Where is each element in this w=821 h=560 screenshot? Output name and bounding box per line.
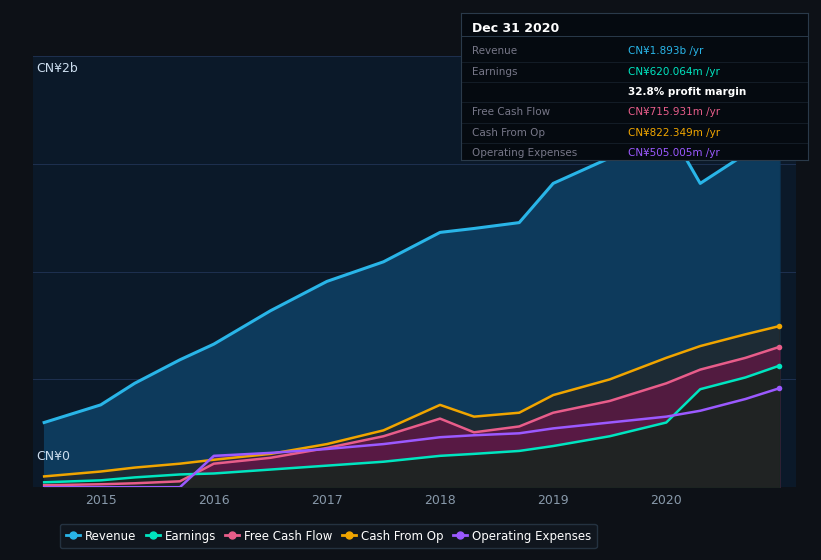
Text: CN¥2b: CN¥2b — [37, 63, 79, 76]
Text: Revenue: Revenue — [472, 46, 517, 56]
Text: Earnings: Earnings — [472, 67, 517, 77]
Text: CN¥620.064m /yr: CN¥620.064m /yr — [628, 67, 719, 77]
Text: CN¥715.931m /yr: CN¥715.931m /yr — [628, 108, 720, 117]
Text: Dec 31 2020: Dec 31 2020 — [472, 22, 559, 35]
Text: CN¥0: CN¥0 — [37, 450, 71, 464]
Text: CN¥1.893b /yr: CN¥1.893b /yr — [628, 46, 703, 56]
Text: CN¥505.005m /yr: CN¥505.005m /yr — [628, 148, 719, 158]
Text: Cash From Op: Cash From Op — [472, 128, 545, 138]
Text: 32.8% profit margin: 32.8% profit margin — [628, 87, 746, 97]
Text: CN¥822.349m /yr: CN¥822.349m /yr — [628, 128, 720, 138]
Text: Operating Expenses: Operating Expenses — [472, 148, 577, 158]
Text: Free Cash Flow: Free Cash Flow — [472, 108, 550, 117]
Legend: Revenue, Earnings, Free Cash Flow, Cash From Op, Operating Expenses: Revenue, Earnings, Free Cash Flow, Cash … — [60, 524, 597, 548]
